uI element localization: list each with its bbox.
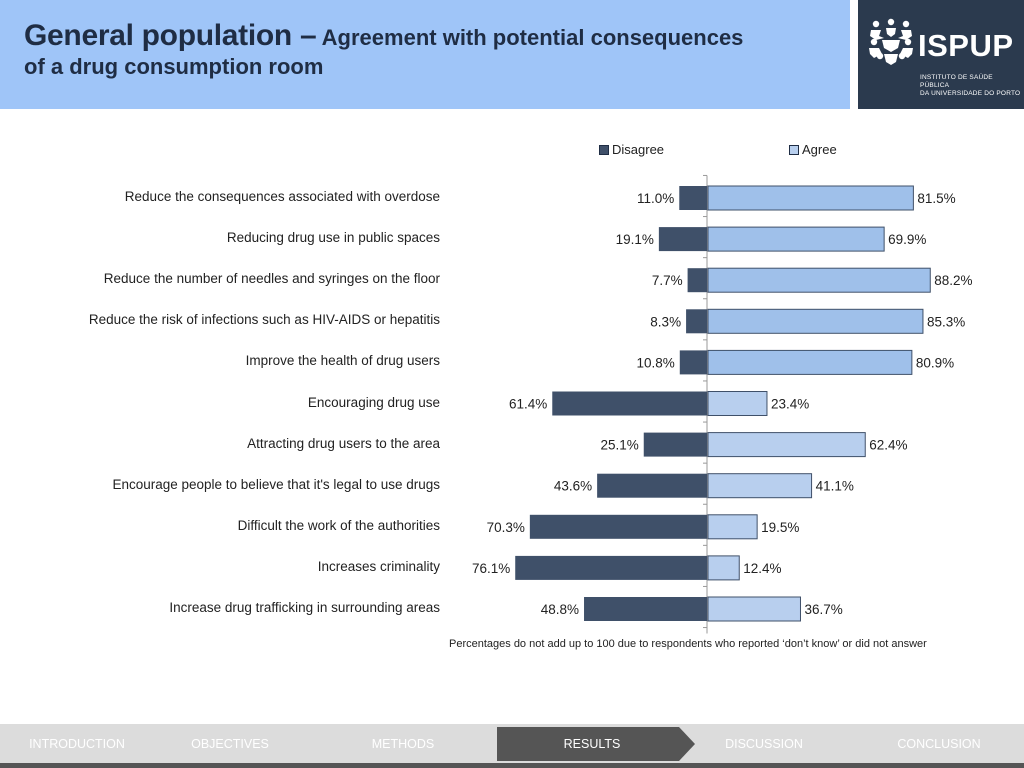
legend-disagree-label: Disagree: [612, 142, 665, 157]
bar-disagree: [679, 186, 707, 210]
bar-agree: [707, 267, 931, 293]
bar-disagree: [597, 473, 707, 498]
bar-agree: [707, 432, 866, 458]
logo-subtitle-line2: DA UNIVERSIDADE DO PORTO: [920, 90, 1021, 98]
data-label-disagree: 25.1%: [600, 438, 638, 453]
bar-agree: [707, 349, 913, 375]
category-label: Reduce the consequences associated with …: [124, 189, 440, 204]
logo-subtitle: INSTITUTO DE SAÚDE PÚBLICA DA UNIVERSIDA…: [920, 74, 1024, 98]
title-banner: General population – Agreement with pote…: [0, 0, 850, 109]
bar-disagree: [584, 597, 707, 621]
legend-agree: Agree: [789, 142, 837, 157]
data-label-agree: 85.3%: [927, 314, 965, 329]
bar-agree: [707, 555, 740, 581]
nav-item-introduction[interactable]: INTRODUCTION: [29, 737, 125, 751]
bar-disagree: [687, 268, 707, 293]
data-label-agree: 36.7%: [804, 602, 842, 617]
bar-agree: [707, 473, 813, 499]
title-main: General population –: [24, 19, 317, 52]
category-label: Improve the health of drug users: [245, 353, 440, 369]
bar-disagree: [552, 391, 707, 416]
nav-item-results[interactable]: RESULTS: [563, 737, 621, 751]
chart-footnote: Percentages do not add up to 100 due to …: [449, 638, 927, 650]
title-rest: Agreement with potential consequences: [316, 25, 744, 50]
bar-agree: [707, 185, 914, 211]
data-label-disagree: 48.8%: [541, 602, 579, 617]
category-label: Encourage people to believe that it's le…: [112, 476, 440, 492]
section-nav: INTRODUCTION OBJECTIVES METHODS RESULTS DISC…: [0, 724, 1024, 768]
data-label-agree: 88.2%: [934, 273, 972, 288]
legend-disagree-swatch: [599, 144, 609, 155]
data-label-agree: 19.5%: [761, 520, 799, 535]
category-label: Increase drug trafficking in surrounding…: [169, 600, 440, 615]
category-label: Difficult the work of the authorities: [237, 517, 440, 533]
data-label-disagree: 70.3%: [487, 520, 525, 535]
bar-agree: [707, 308, 924, 334]
data-label-agree: 41.1%: [816, 479, 854, 494]
nav-item-methods[interactable]: METHODS: [371, 737, 435, 751]
bar-agree: [707, 596, 801, 622]
legend-agree-label: Agree: [802, 142, 837, 157]
data-label-disagree: 11.0%: [637, 191, 674, 206]
category-label: Reducing drug use in public spaces: [226, 230, 440, 246]
people-cluster-icon: [869, 18, 913, 65]
bar-disagree: [686, 309, 707, 334]
data-label-agree: 62.4%: [869, 438, 907, 453]
category-label: Increases criminality: [317, 558, 440, 574]
data-label-disagree: 76.1%: [472, 561, 510, 576]
nav-item-objectives[interactable]: OBJECTIVES: [191, 737, 269, 751]
data-label-disagree: 8.3%: [650, 314, 681, 329]
nav-item-conclusion[interactable]: CONCLUSION: [897, 737, 981, 751]
category-label: Encouraging drug use: [307, 394, 440, 410]
bar-disagree: [679, 350, 707, 375]
data-label-agree: 69.9%: [888, 232, 926, 247]
nav-item-discussion[interactable]: DISCUSSION: [725, 737, 803, 751]
bar-disagree: [643, 432, 707, 457]
title-line2: of a drug consumption room: [24, 54, 324, 79]
data-label-agree: 12.4%: [743, 561, 781, 576]
data-label-disagree: 43.6%: [554, 479, 592, 494]
category-label: Reduce the risk of infections such as HI…: [88, 312, 440, 328]
bar-disagree: [515, 555, 707, 580]
category-label: Attracting drug users to the area: [247, 435, 440, 451]
ispup-logo: ISPUP INSTITUTO DE SAÚDE PÚBLICA DA UNIV…: [858, 0, 1024, 109]
data-label-disagree: 10.8%: [637, 355, 675, 370]
legend-disagree: Disagree: [599, 142, 664, 157]
bar-disagree: [529, 514, 707, 539]
legend-agree-swatch: [789, 144, 799, 155]
logo-subtitle-line1: INSTITUTO DE SAÚDE PÚBLICA: [920, 74, 993, 90]
data-label-disagree: 7.7%: [652, 273, 683, 288]
data-label-disagree: 61.4%: [509, 397, 547, 412]
logo-name: ISPUP: [918, 28, 1014, 63]
bar-agree: [707, 226, 885, 252]
data-label-agree: 80.9%: [916, 355, 954, 370]
bar-disagree: [658, 227, 707, 252]
data-label-agree: 23.4%: [771, 397, 809, 412]
diverging-bar-chart: 11.0% 81.5% 19.1% 69.9% 7.7% 88.2% 8.3% 85.3% 10…: [472, 174, 973, 634]
data-label-disagree: 19.1%: [616, 232, 654, 247]
bar-agree: [707, 391, 768, 416]
bar-agree: [707, 514, 758, 540]
category-label: Reduce the number of needles and syringe…: [103, 271, 440, 287]
nav-active-arrow: [497, 727, 695, 761]
page-title: General population – Agreement with pote…: [24, 18, 844, 80]
data-label-agree: 81.5%: [917, 191, 955, 206]
